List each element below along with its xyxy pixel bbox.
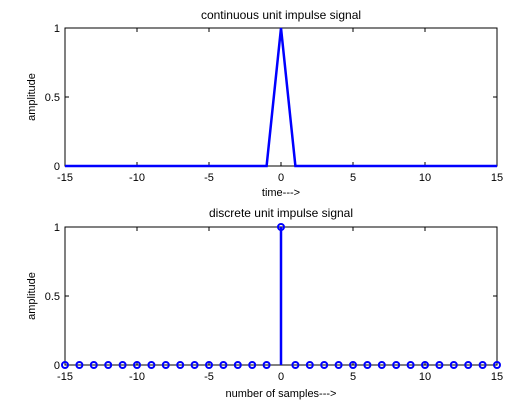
stem-marker xyxy=(147,361,156,369)
stem-marker xyxy=(118,361,127,369)
stem-marker xyxy=(205,361,213,369)
stem-marker xyxy=(421,361,429,369)
x-tick-label: 10 xyxy=(419,371,431,383)
continuous-impulse-plot: continuous unit impulse signal amplitude… xyxy=(26,8,503,199)
stem-marker xyxy=(363,361,372,369)
plot-title: continuous unit impulse signal xyxy=(201,8,361,22)
x-tick-label: 15 xyxy=(491,172,503,184)
x-tick-label: -5 xyxy=(204,172,214,184)
y-tick-label: 0 xyxy=(54,360,60,372)
y-tick-label: 1 xyxy=(54,23,60,35)
x-axis-label: number of samples---> xyxy=(226,388,337,400)
stem-marker xyxy=(392,361,401,369)
x-tick-label: 15 xyxy=(491,371,503,383)
stem-marker xyxy=(104,361,113,369)
stem-marker xyxy=(190,361,199,369)
y-axis-label: amplitude xyxy=(26,73,38,121)
stem-marker xyxy=(133,361,141,369)
stem-marker xyxy=(61,361,69,369)
stem-marker xyxy=(320,361,329,369)
stem-marker xyxy=(464,361,473,369)
x-tick-label: -10 xyxy=(129,371,145,383)
stem-marker xyxy=(176,361,185,369)
y-tick-label: 0.5 xyxy=(45,291,60,303)
y-tick-label: 1 xyxy=(54,222,60,234)
plot-title: discrete unit impulse signal xyxy=(209,206,353,220)
axes-box xyxy=(64,27,498,167)
x-tick-label: 0 xyxy=(278,172,284,184)
signal-line xyxy=(65,27,497,168)
stem-marker xyxy=(493,361,501,369)
stem-marker xyxy=(262,361,271,369)
x-tick-label: 10 xyxy=(419,172,431,184)
discrete-impulse-plot: discrete unit impulse signal amplitude n… xyxy=(26,206,503,400)
stem-marker xyxy=(406,361,415,369)
stem-marker xyxy=(219,361,228,369)
stem-marker xyxy=(248,361,257,369)
y-tick-label: 0.5 xyxy=(45,92,60,104)
x-tick-label: -10 xyxy=(129,172,145,184)
stem-marker xyxy=(233,361,242,369)
stem-marker xyxy=(449,361,458,369)
stem-marker xyxy=(349,361,357,369)
x-tick-label: 5 xyxy=(350,172,356,184)
x-tick-label: -15 xyxy=(57,371,73,383)
x-tick-label: 5 xyxy=(350,371,356,383)
x-axis-label: time---> xyxy=(262,187,300,199)
stem-marker xyxy=(161,361,170,369)
stem-marker xyxy=(291,361,300,369)
stem-marker xyxy=(305,361,314,369)
x-tick-label: -5 xyxy=(204,371,214,383)
stem-marker xyxy=(478,361,487,369)
stem-marker xyxy=(89,361,98,369)
x-tick-label: 0 xyxy=(278,371,284,383)
stem-marker xyxy=(334,361,343,369)
stem-marker xyxy=(435,361,444,369)
x-tick-label: -15 xyxy=(57,172,73,184)
y-axis-label: amplitude xyxy=(26,272,38,320)
y-tick-label: 0 xyxy=(54,161,60,173)
stem-marker xyxy=(75,361,84,369)
stem-marker xyxy=(277,223,285,231)
stem-marker xyxy=(377,361,386,369)
